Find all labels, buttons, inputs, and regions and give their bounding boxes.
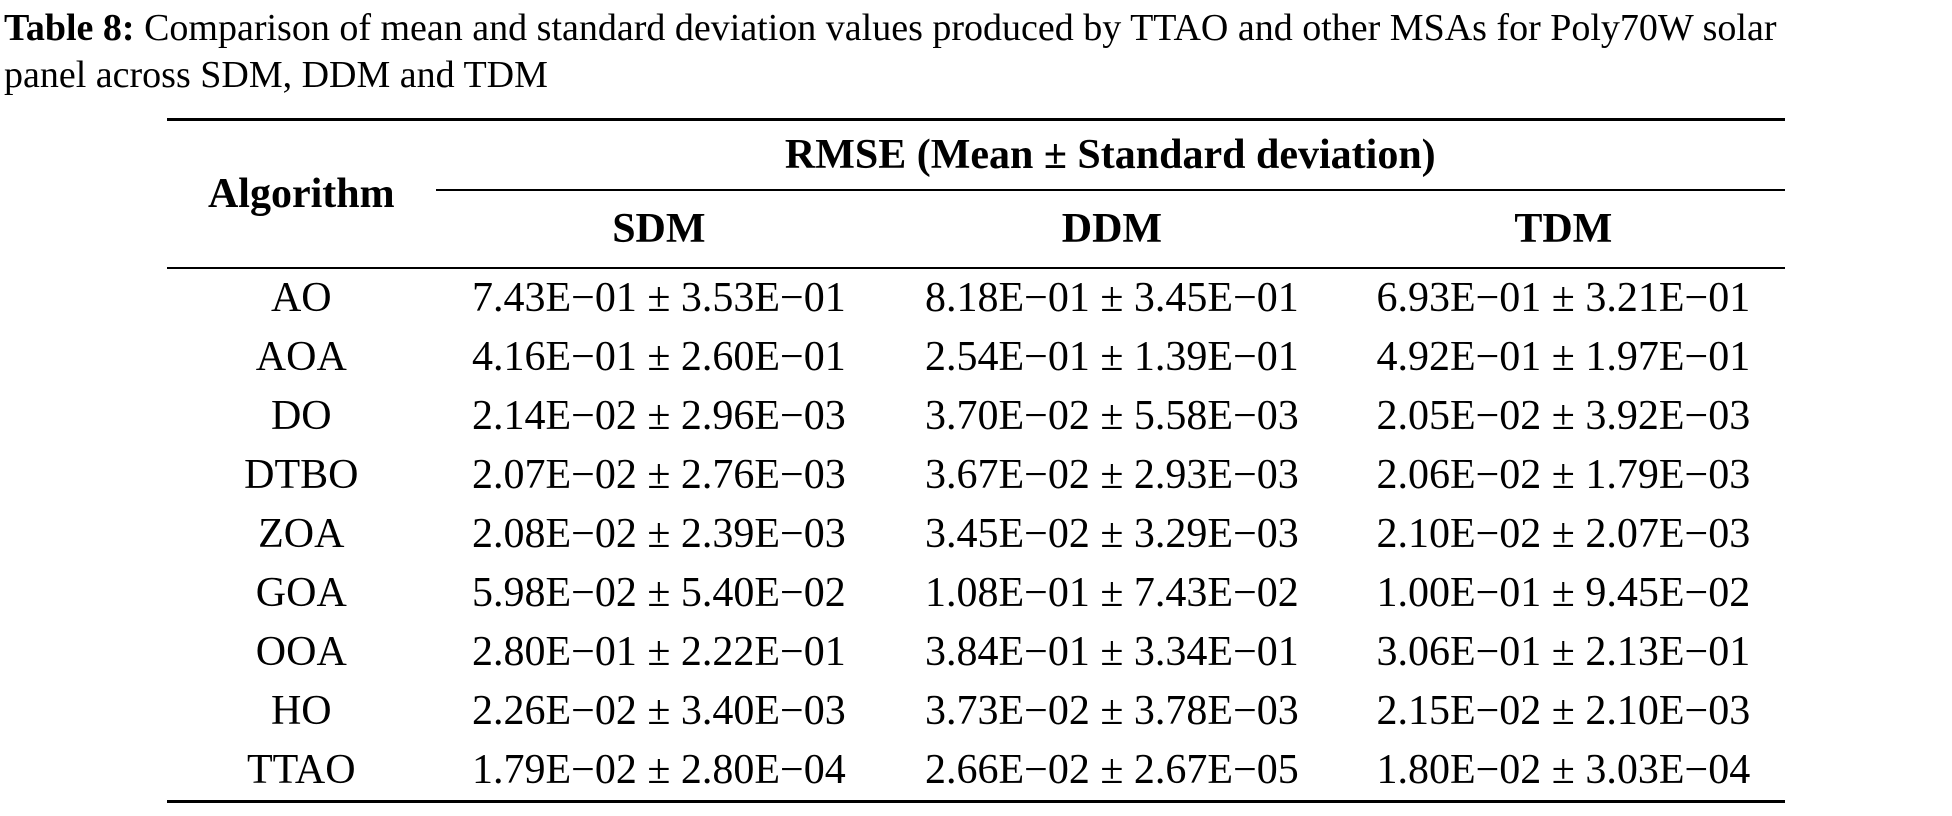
tdm-value-cell: 2.05E−02 ± 3.92E−03: [1376, 393, 1751, 439]
algorithm-cell: AO: [270, 275, 332, 321]
tdm-value-cell: 4.92E−01 ± 1.97E−01: [1376, 334, 1751, 380]
ddm-value-cell: 2.66E−02 ± 2.67E−05: [925, 747, 1299, 793]
ddm-value-cell: 3.67E−02 ± 2.93E−03: [925, 452, 1299, 498]
table-row: AOA 4.16E−01 ± 2.60E−01 2.54E−01 ± 1.39E…: [167, 328, 1785, 387]
sdm-value-cell: 1.79E−02 ± 2.80E−04: [471, 747, 846, 793]
tdm-value-cell: 6.93E−01 ± 3.21E−01: [1376, 275, 1751, 321]
sdm-value-cell: 2.08E−02 ± 2.39E−03: [471, 511, 846, 557]
tdm-value-cell: 2.15E−02 ± 2.10E−03: [1376, 688, 1751, 734]
table-caption: Table 8: Comparison of mean and standard…: [0, 0, 1952, 99]
algorithm-cell: OOA: [255, 629, 347, 675]
table-row: HO 2.26E−02 ± 3.40E−03 3.73E−02 ± 3.78E−…: [167, 682, 1785, 741]
sdm-value-cell: 2.14E−02 ± 2.96E−03: [471, 393, 846, 439]
ddm-value-cell: 3.84E−01 ± 3.34E−01: [925, 629, 1299, 675]
sdm-value-cell: 5.98E−02 ± 5.40E−02: [471, 570, 846, 616]
table-row: ZOA 2.08E−02 ± 2.39E−03 3.45E−02 ± 3.29E…: [167, 505, 1785, 564]
header-row-models: SDM DDM TDM: [167, 189, 1785, 269]
results-table: Algorithm RMSE (Mean ± Standard deviatio…: [167, 118, 1785, 803]
column-header-ddm: DDM: [882, 189, 1342, 269]
rmse-group-header: RMSE (Mean ± Standard deviation): [435, 119, 1785, 191]
algorithm-cell: ZOA: [258, 511, 345, 557]
algorithm-cell: AOA: [255, 334, 347, 380]
ddm-value-cell: 3.70E−02 ± 5.58E−03: [925, 393, 1299, 439]
table-row: GOA 5.98E−02 ± 5.40E−02 1.08E−01 ± 7.43E…: [167, 564, 1785, 623]
table-row: AO 7.43E−01 ± 3.53E−01 8.18E−01 ± 3.45E−…: [167, 268, 1785, 328]
sdm-value-cell: 2.07E−02 ± 2.76E−03: [471, 452, 846, 498]
table-row: TTAO 1.79E−02 ± 2.80E−04 2.66E−02 ± 2.67…: [167, 741, 1785, 802]
sdm-value-cell: 2.80E−01 ± 2.22E−01: [471, 629, 846, 675]
ddm-value-cell: 1.08E−01 ± 7.43E−02: [925, 570, 1299, 616]
sdm-value-cell: 7.43E−01 ± 3.53E−01: [471, 275, 846, 321]
tdm-value-cell: 2.10E−02 ± 2.07E−03: [1376, 511, 1751, 557]
tdm-value-cell: 2.06E−02 ± 1.79E−03: [1376, 452, 1751, 498]
sdm-value-cell: 4.16E−01 ± 2.60E−01: [471, 334, 846, 380]
caption-line-2: panel across SDM, DDM and TDM: [4, 54, 548, 96]
caption-text-line1: Comparison of mean and standard deviatio…: [144, 7, 1777, 49]
sdm-value-cell: 2.26E−02 ± 3.40E−03: [471, 688, 846, 734]
ddm-value-cell: 8.18E−01 ± 3.45E−01: [925, 275, 1299, 321]
algorithm-cell: DTBO: [244, 452, 359, 498]
tdm-value-cell: 1.80E−02 ± 3.03E−04: [1376, 747, 1751, 793]
column-header-tdm: TDM: [1341, 189, 1785, 269]
header-row-group: Algorithm RMSE (Mean ± Standard deviatio…: [167, 119, 1785, 269]
algorithm-cell: DO: [270, 393, 332, 439]
ddm-value-cell: 3.73E−02 ± 3.78E−03: [925, 688, 1299, 734]
algorithm-column-header: Algorithm: [167, 119, 436, 269]
tdm-value-cell: 3.06E−01 ± 2.13E−01: [1376, 629, 1751, 675]
caption-line-1: Table 8: Comparison of mean and standard…: [4, 5, 1952, 52]
table-row: DTBO 2.07E−02 ± 2.76E−03 3.67E−02 ± 2.93…: [167, 446, 1785, 505]
table-row: DO 2.14E−02 ± 2.96E−03 3.70E−02 ± 5.58E−…: [167, 387, 1785, 446]
algorithm-cell: GOA: [255, 570, 347, 616]
tdm-value-cell: 1.00E−01 ± 9.45E−02: [1376, 570, 1751, 616]
algorithm-cell: TTAO: [246, 747, 356, 793]
column-header-sdm: SDM: [435, 189, 883, 269]
algorithm-cell: HO: [270, 688, 332, 734]
ddm-value-cell: 3.45E−02 ± 3.29E−03: [925, 511, 1299, 557]
table-row: OOA 2.80E−01 ± 2.22E−01 3.84E−01 ± 3.34E…: [167, 623, 1785, 682]
caption-label: Table 8:: [4, 7, 135, 49]
ddm-value-cell: 2.54E−01 ± 1.39E−01: [925, 334, 1299, 380]
